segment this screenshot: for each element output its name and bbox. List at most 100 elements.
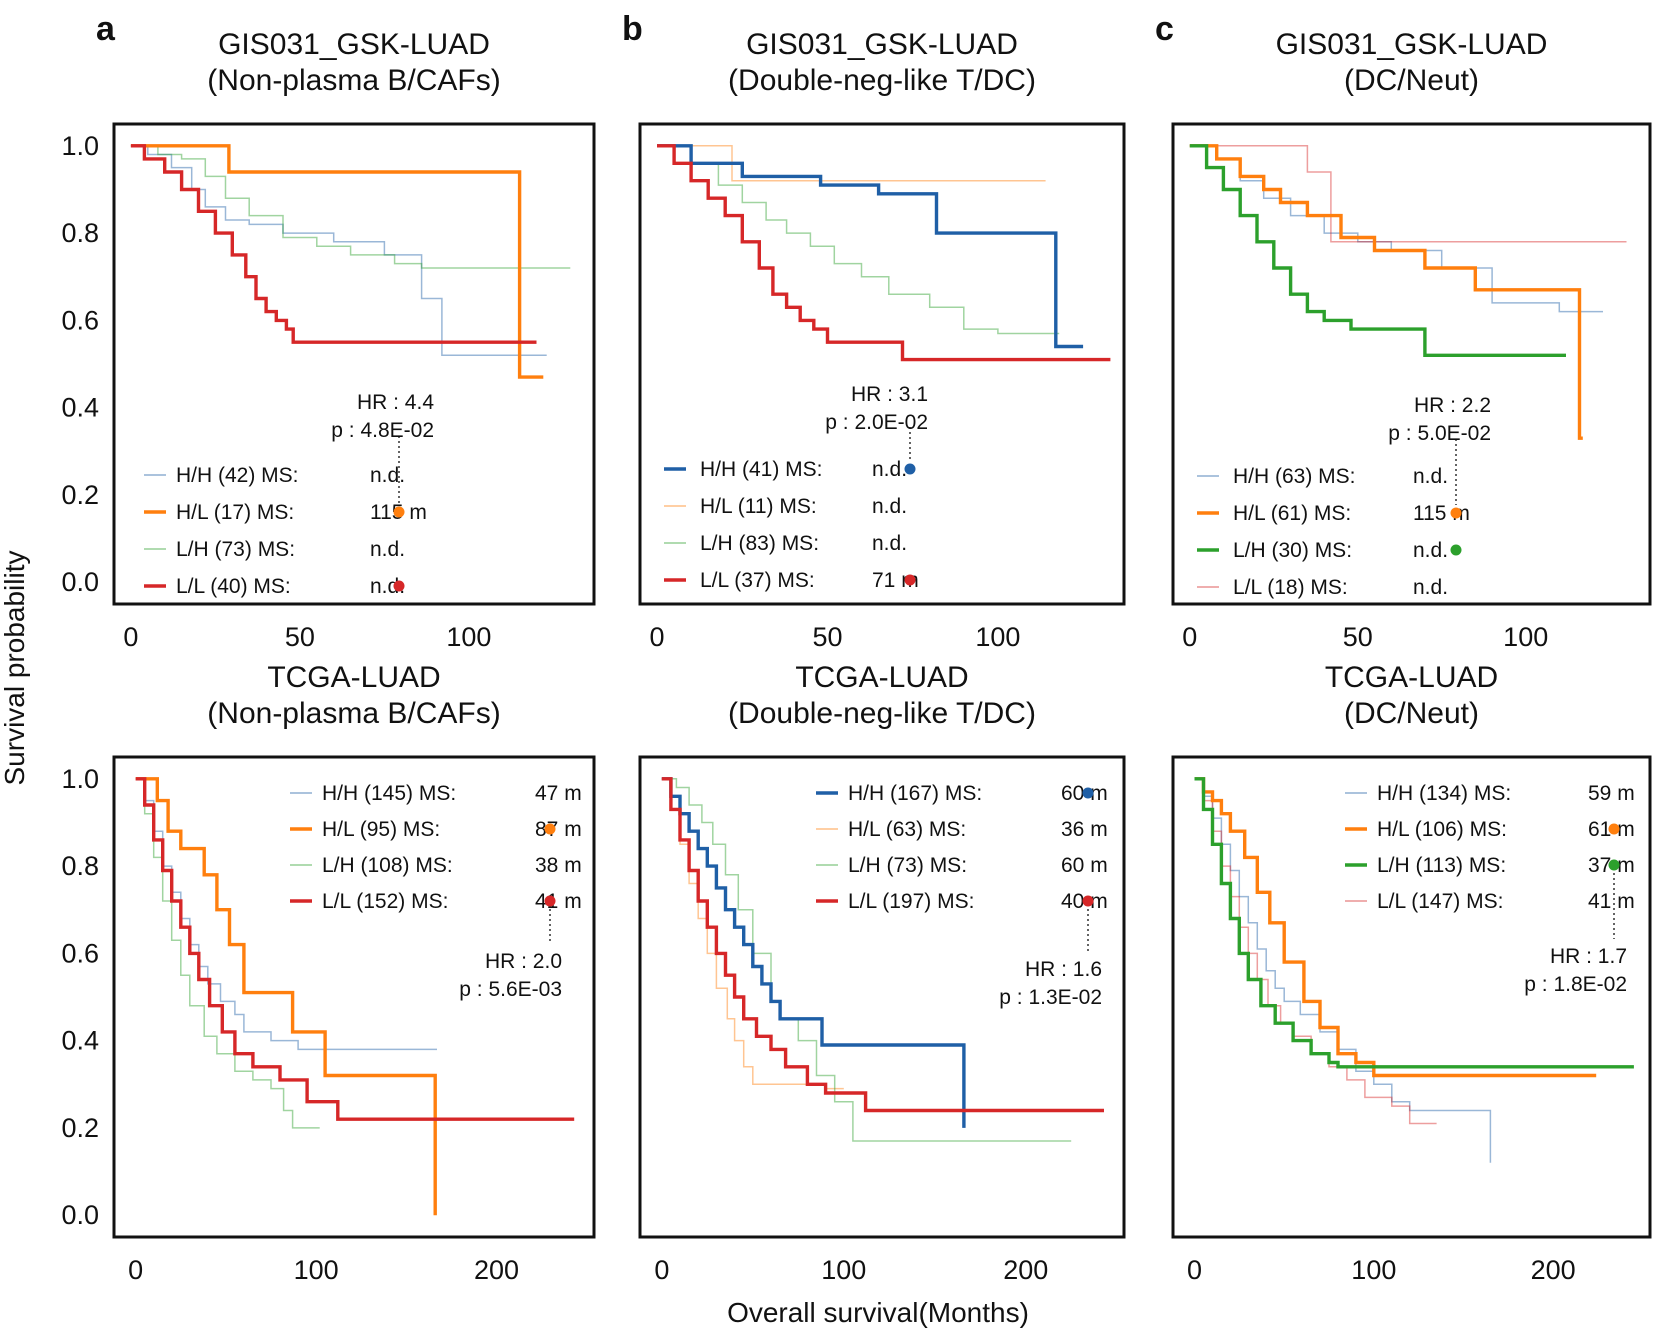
plot-frame bbox=[638, 755, 1126, 1239]
panel-title: (Non-plasma B/CAFs) bbox=[207, 697, 500, 730]
y-axis-label: Survival probability bbox=[0, 551, 30, 786]
legend-label: H/L (95) MS: bbox=[322, 818, 440, 841]
plot-frame bbox=[1171, 755, 1652, 1239]
legend-label: L/L (18) MS: bbox=[1233, 576, 1348, 599]
plot-frame bbox=[112, 755, 596, 1239]
p-value: p : 1.3E-02 bbox=[999, 986, 1102, 1009]
x-tick-label: 100 bbox=[446, 622, 491, 652]
legend-dot bbox=[1082, 787, 1094, 799]
km-curve-h-h bbox=[1194, 778, 1492, 1163]
y-tick-label: 0.8 bbox=[61, 851, 99, 881]
km-curve-l-l bbox=[661, 777, 1104, 1113]
x-tick-label: 0 bbox=[650, 622, 665, 652]
x-tick-label: 200 bbox=[1003, 1255, 1048, 1285]
x-tick-label: 50 bbox=[812, 622, 842, 652]
panel-title: GIS031_GSK-LUAD bbox=[1276, 28, 1548, 61]
panel-title: TCGA-LUAD bbox=[795, 661, 968, 694]
legend-dot bbox=[544, 823, 556, 835]
legend-dot bbox=[904, 463, 916, 475]
y-tick-label: 0.2 bbox=[61, 480, 99, 510]
legend-dot bbox=[393, 580, 405, 592]
x-tick-label: 50 bbox=[285, 622, 315, 652]
x-tick-label: 0 bbox=[654, 1255, 669, 1285]
x-tick-label: 0 bbox=[1187, 1255, 1202, 1285]
legend-label: L/H (73) MS: bbox=[176, 538, 295, 561]
hazard-ratio: HR : 1.6 bbox=[1025, 958, 1102, 981]
legend-median-survival: 87 m bbox=[535, 818, 582, 841]
x-tick-label: 100 bbox=[1351, 1255, 1396, 1285]
x-tick-label: 100 bbox=[294, 1255, 339, 1285]
legend-median-survival: 41 m bbox=[535, 890, 582, 913]
legend-label: L/L (197) MS: bbox=[848, 890, 974, 913]
legend-median-survival: 47 m bbox=[535, 782, 582, 805]
legend-label: L/H (73) MS: bbox=[848, 854, 967, 877]
legend-median-survival: n.d. bbox=[872, 458, 907, 481]
legend-label: H/H (63) MS: bbox=[1233, 465, 1356, 488]
km-curve-h-l bbox=[1194, 777, 1597, 1078]
km-curve-h-l bbox=[1189, 144, 1583, 440]
panel-title: TCGA-LUAD bbox=[1325, 661, 1498, 694]
x-tick-label: 0 bbox=[123, 622, 138, 652]
legend-median-survival: n.d. bbox=[1413, 539, 1448, 562]
panel-title: (DC/Neut) bbox=[1344, 697, 1479, 730]
panel-title: GIS031_GSK-LUAD bbox=[218, 28, 490, 61]
legend-median-survival: 71 m bbox=[872, 569, 919, 592]
km-curve-l-h bbox=[661, 778, 1072, 1142]
y-tick-label: 0.8 bbox=[61, 218, 99, 248]
legend-label: H/H (134) MS: bbox=[1377, 782, 1511, 805]
legend-label: L/L (37) MS: bbox=[700, 569, 815, 592]
legend-label: H/H (145) MS: bbox=[322, 782, 456, 805]
legend-dot bbox=[1608, 859, 1620, 871]
legend-median-survival: 36 m bbox=[1061, 818, 1108, 841]
x-tick-label: 0 bbox=[128, 1255, 143, 1285]
legend-label: L/L (147) MS: bbox=[1377, 890, 1503, 913]
legend-median-survival: 38 m bbox=[535, 854, 582, 877]
hazard-ratio: HR : 2.0 bbox=[485, 950, 562, 973]
y-tick-label: 0.0 bbox=[61, 1200, 99, 1230]
panel-title: GIS031_GSK-LUAD bbox=[746, 28, 1018, 61]
x-tick-label: 200 bbox=[474, 1255, 519, 1285]
legend-median-survival: 59 m bbox=[1588, 782, 1635, 805]
legend-dot bbox=[393, 506, 405, 518]
plot-frame bbox=[1171, 122, 1652, 606]
y-tick-label: 0.6 bbox=[61, 938, 99, 968]
legend-label: H/L (106) MS: bbox=[1377, 818, 1507, 841]
km-curve-l-h bbox=[130, 145, 571, 269]
x-tick-label: 200 bbox=[1531, 1255, 1576, 1285]
km-curve-h-h bbox=[1189, 145, 1603, 313]
legend-label: H/L (17) MS: bbox=[176, 501, 294, 524]
panel-title: TCGA-LUAD bbox=[267, 661, 440, 694]
legend-label: H/H (41) MS: bbox=[700, 458, 823, 481]
legend-median-survival: n.d. bbox=[872, 532, 907, 555]
legend-label: L/L (40) MS: bbox=[176, 575, 291, 598]
y-tick-label: 1.0 bbox=[61, 764, 99, 794]
legend-median-survival: n.d. bbox=[370, 538, 405, 561]
km-curve-l-h bbox=[1189, 144, 1566, 357]
p-value: p : 2.0E-02 bbox=[825, 411, 928, 434]
legend-median-survival: 41 m bbox=[1588, 890, 1635, 913]
km-curve-h-h bbox=[657, 144, 1084, 349]
legend-label: H/L (63) MS: bbox=[848, 818, 966, 841]
legend-dot bbox=[1450, 544, 1462, 556]
legend-dot bbox=[904, 574, 916, 586]
legend-label: L/L (152) MS: bbox=[322, 890, 448, 913]
legend-label: H/H (167) MS: bbox=[848, 782, 982, 805]
legend-median-survival: 60 m bbox=[1061, 854, 1108, 877]
legend-label: H/L (11) MS: bbox=[700, 495, 817, 518]
km-curve-h-l bbox=[661, 778, 844, 1090]
km-curve-l-h bbox=[657, 145, 1060, 335]
panel-title: (Non-plasma B/CAFs) bbox=[207, 64, 500, 97]
legend-median-survival: n.d. bbox=[370, 575, 405, 598]
panel-title: (Double-neg-like T/DC) bbox=[728, 64, 1036, 97]
legend-label: L/H (113) MS: bbox=[1377, 854, 1506, 877]
y-tick-label: 0.4 bbox=[61, 393, 99, 423]
panel-letter: c bbox=[1155, 10, 1174, 48]
km-curve-l-h bbox=[1194, 777, 1634, 1069]
hazard-ratio: HR : 4.4 bbox=[357, 391, 434, 414]
p-value: p : 4.8E-02 bbox=[331, 419, 434, 442]
p-value: p : 5.6E-03 bbox=[459, 978, 562, 1001]
legend-dot bbox=[1450, 507, 1462, 519]
legend-label: L/H (108) MS: bbox=[322, 854, 453, 877]
legend-label: H/H (42) MS: bbox=[176, 464, 299, 487]
legend-median-survival: n.d. bbox=[1413, 465, 1448, 488]
